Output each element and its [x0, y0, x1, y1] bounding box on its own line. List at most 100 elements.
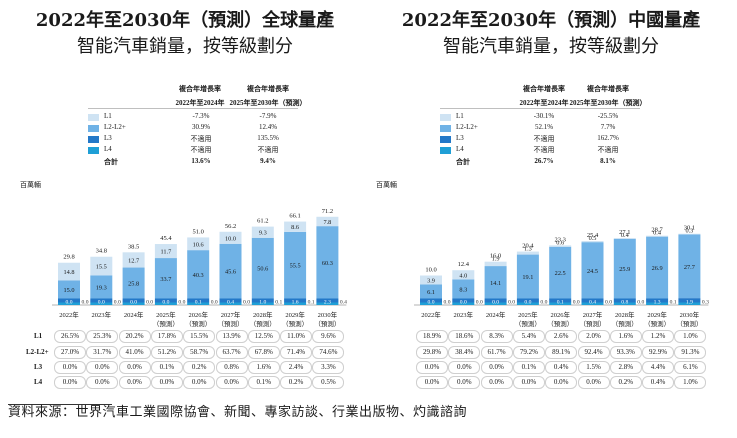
data-label-l2-l2+: 19.1 [522, 274, 533, 281]
row-label-l3: L3 [34, 363, 43, 371]
share-cell: 17.8% [150, 330, 183, 343]
data-label-l3: 1.0 [259, 300, 266, 306]
bar-segment-l3 [154, 298, 177, 303]
cagr-value: 不適用 [533, 135, 555, 143]
data-label-l1: 0.4 [653, 230, 662, 237]
share-cell: 0.1% [150, 361, 183, 374]
bar-segment-l3 [187, 298, 210, 303]
share-cell: 79.2% [512, 346, 545, 359]
legend-swatch-l1 [440, 114, 451, 121]
share-table-china: 18.9% 18.6% 8.3% 5.4% 2.6% 2.0% 1.6% 1.2% 1.0% 29… [370, 330, 737, 390]
bar-segment-l4 [646, 302, 669, 305]
data-label-l2-l2+: 55.5 [290, 263, 301, 270]
cagr-divider [88, 108, 298, 109]
total-label: 56.2 [225, 223, 236, 230]
share-cell: 0.2% [609, 376, 642, 389]
stacked-bar-chart-china: 6.1 3.9 0.0 0.0 10.0 2022年 8.3 4.0 0.0 0.0 12.4 202… [414, 225, 709, 328]
share-cell: 0.0% [86, 376, 119, 389]
total-label: 12.4 [458, 261, 470, 268]
cagr-value: -7.9% [259, 112, 277, 120]
share-cell: 29.8% [416, 346, 448, 359]
cagr-divider [440, 108, 640, 109]
x-tick-label: （預測） [580, 319, 606, 328]
share-cell: 0.1% [512, 361, 545, 374]
bar-segment-l2-l2+ [187, 250, 210, 299]
bar-segment-l3 [251, 298, 274, 303]
data-label-l4: 0.1 [670, 300, 677, 306]
share-cell: 0.0% [54, 376, 86, 389]
cagr-period-2: 2025年至2030年（預測） [569, 99, 647, 107]
legend-swatch-l1 [88, 114, 99, 121]
data-label-l4: 0.0 [178, 300, 185, 306]
share-cell: 3.3% [312, 361, 345, 374]
bar-segment-l1 [284, 221, 307, 232]
share-cell: 0.0% [86, 361, 119, 374]
bar-segment-l3 [581, 298, 604, 303]
data-label-l2-l2+: 40.3 [193, 272, 204, 279]
share-cell: 0.0% [448, 361, 481, 374]
share-cell: 0.0% [416, 361, 448, 374]
bar-segment-l2-l2+ [484, 266, 507, 299]
x-tick-label: 2028年 [615, 310, 635, 319]
data-label-l3: 1.3 [654, 300, 661, 306]
share-cell: 0.0% [54, 361, 86, 374]
x-tick-label: 2025年 [156, 310, 176, 319]
share-cell: 67.8% [247, 346, 280, 359]
cagr-value: 7.7% [600, 123, 616, 131]
x-tick-label: 2030年 [318, 310, 338, 319]
share-cell: 1.5% [577, 361, 610, 374]
data-label-l4: 0.4 [340, 300, 347, 306]
bar-segment-l4 [420, 302, 442, 305]
bar-segment-l2-l2+ [678, 234, 701, 299]
total-label: 10.0 [425, 267, 436, 274]
share-cell: 5.4% [512, 330, 545, 343]
bar-segment-l4 [154, 302, 177, 305]
x-tick-label: （預測） [314, 319, 340, 328]
cagr-value: -7.3% [192, 112, 210, 120]
bar-segment-l1 [187, 237, 210, 251]
data-label-l1: 3.9 [427, 277, 435, 284]
cagr-row-l1: L1 -30.1% -25.5% [440, 112, 660, 123]
share-cell: 0.0% [577, 376, 610, 389]
footer-rule [8, 404, 112, 405]
bar-segment-l1 [316, 216, 339, 227]
bar-segment-l3 [316, 298, 339, 303]
bar-segment-l1 [122, 252, 145, 268]
total-label: 23.3 [555, 236, 566, 243]
share-cell: 0.0% [545, 376, 578, 389]
data-label-l3: 0.1 [557, 300, 564, 306]
bar-segment-l2-l2+ [122, 267, 145, 299]
share-cell: 0.0% [183, 376, 216, 389]
bar-segment-l1 [219, 231, 242, 244]
bar-segment-l3 [678, 298, 701, 303]
cagr-legend-global: 複合年增長率 複合年增長率 2022年至2024年 2025年至2030年（預測… [88, 84, 328, 168]
unit-label: 百萬輛 [376, 181, 397, 189]
total-label: 51.0 [193, 228, 204, 235]
x-tick-label: 2027年 [221, 310, 241, 319]
share-cell: 2.0% [577, 330, 610, 343]
data-label-l1: 0.5 [589, 235, 597, 242]
row-label-l2: L2-L2+ [26, 348, 49, 356]
cagr-row-l2: L2-L2+ 52.1% 7.7% [440, 123, 660, 134]
legend-label-l4: L4 [104, 145, 112, 153]
x-tick-label: （預測） [612, 319, 638, 328]
share-cell: 6.1% [674, 361, 707, 374]
data-label-l3: 2.3 [324, 300, 331, 306]
share-cell: 0.2% [280, 376, 313, 389]
share-cell: 0.4% [642, 376, 675, 389]
total-label: 28.7 [651, 227, 663, 234]
legend-swatch-l3 [88, 136, 99, 143]
cagr-value: 135.5% [257, 134, 279, 142]
cagr-period-1: 2022年至2024年 [519, 99, 569, 107]
share-cell: 0.0% [480, 376, 513, 389]
legend-swatch-l3 [440, 136, 451, 143]
chart-title-line1: 2022年至2030年（預測）全球量產 [35, 10, 335, 31]
data-label-l1: 10.6 [193, 241, 204, 248]
data-label-l4: 0.0 [146, 300, 153, 306]
share-cell: 0.0% [118, 361, 151, 374]
share-cell: 1.2% [642, 330, 675, 343]
share-cell: 89.1% [545, 346, 578, 359]
bar-segment-l1 [251, 226, 274, 238]
data-label-l4: 0.0 [540, 300, 547, 306]
unit-label: 百萬輛 [20, 181, 41, 189]
